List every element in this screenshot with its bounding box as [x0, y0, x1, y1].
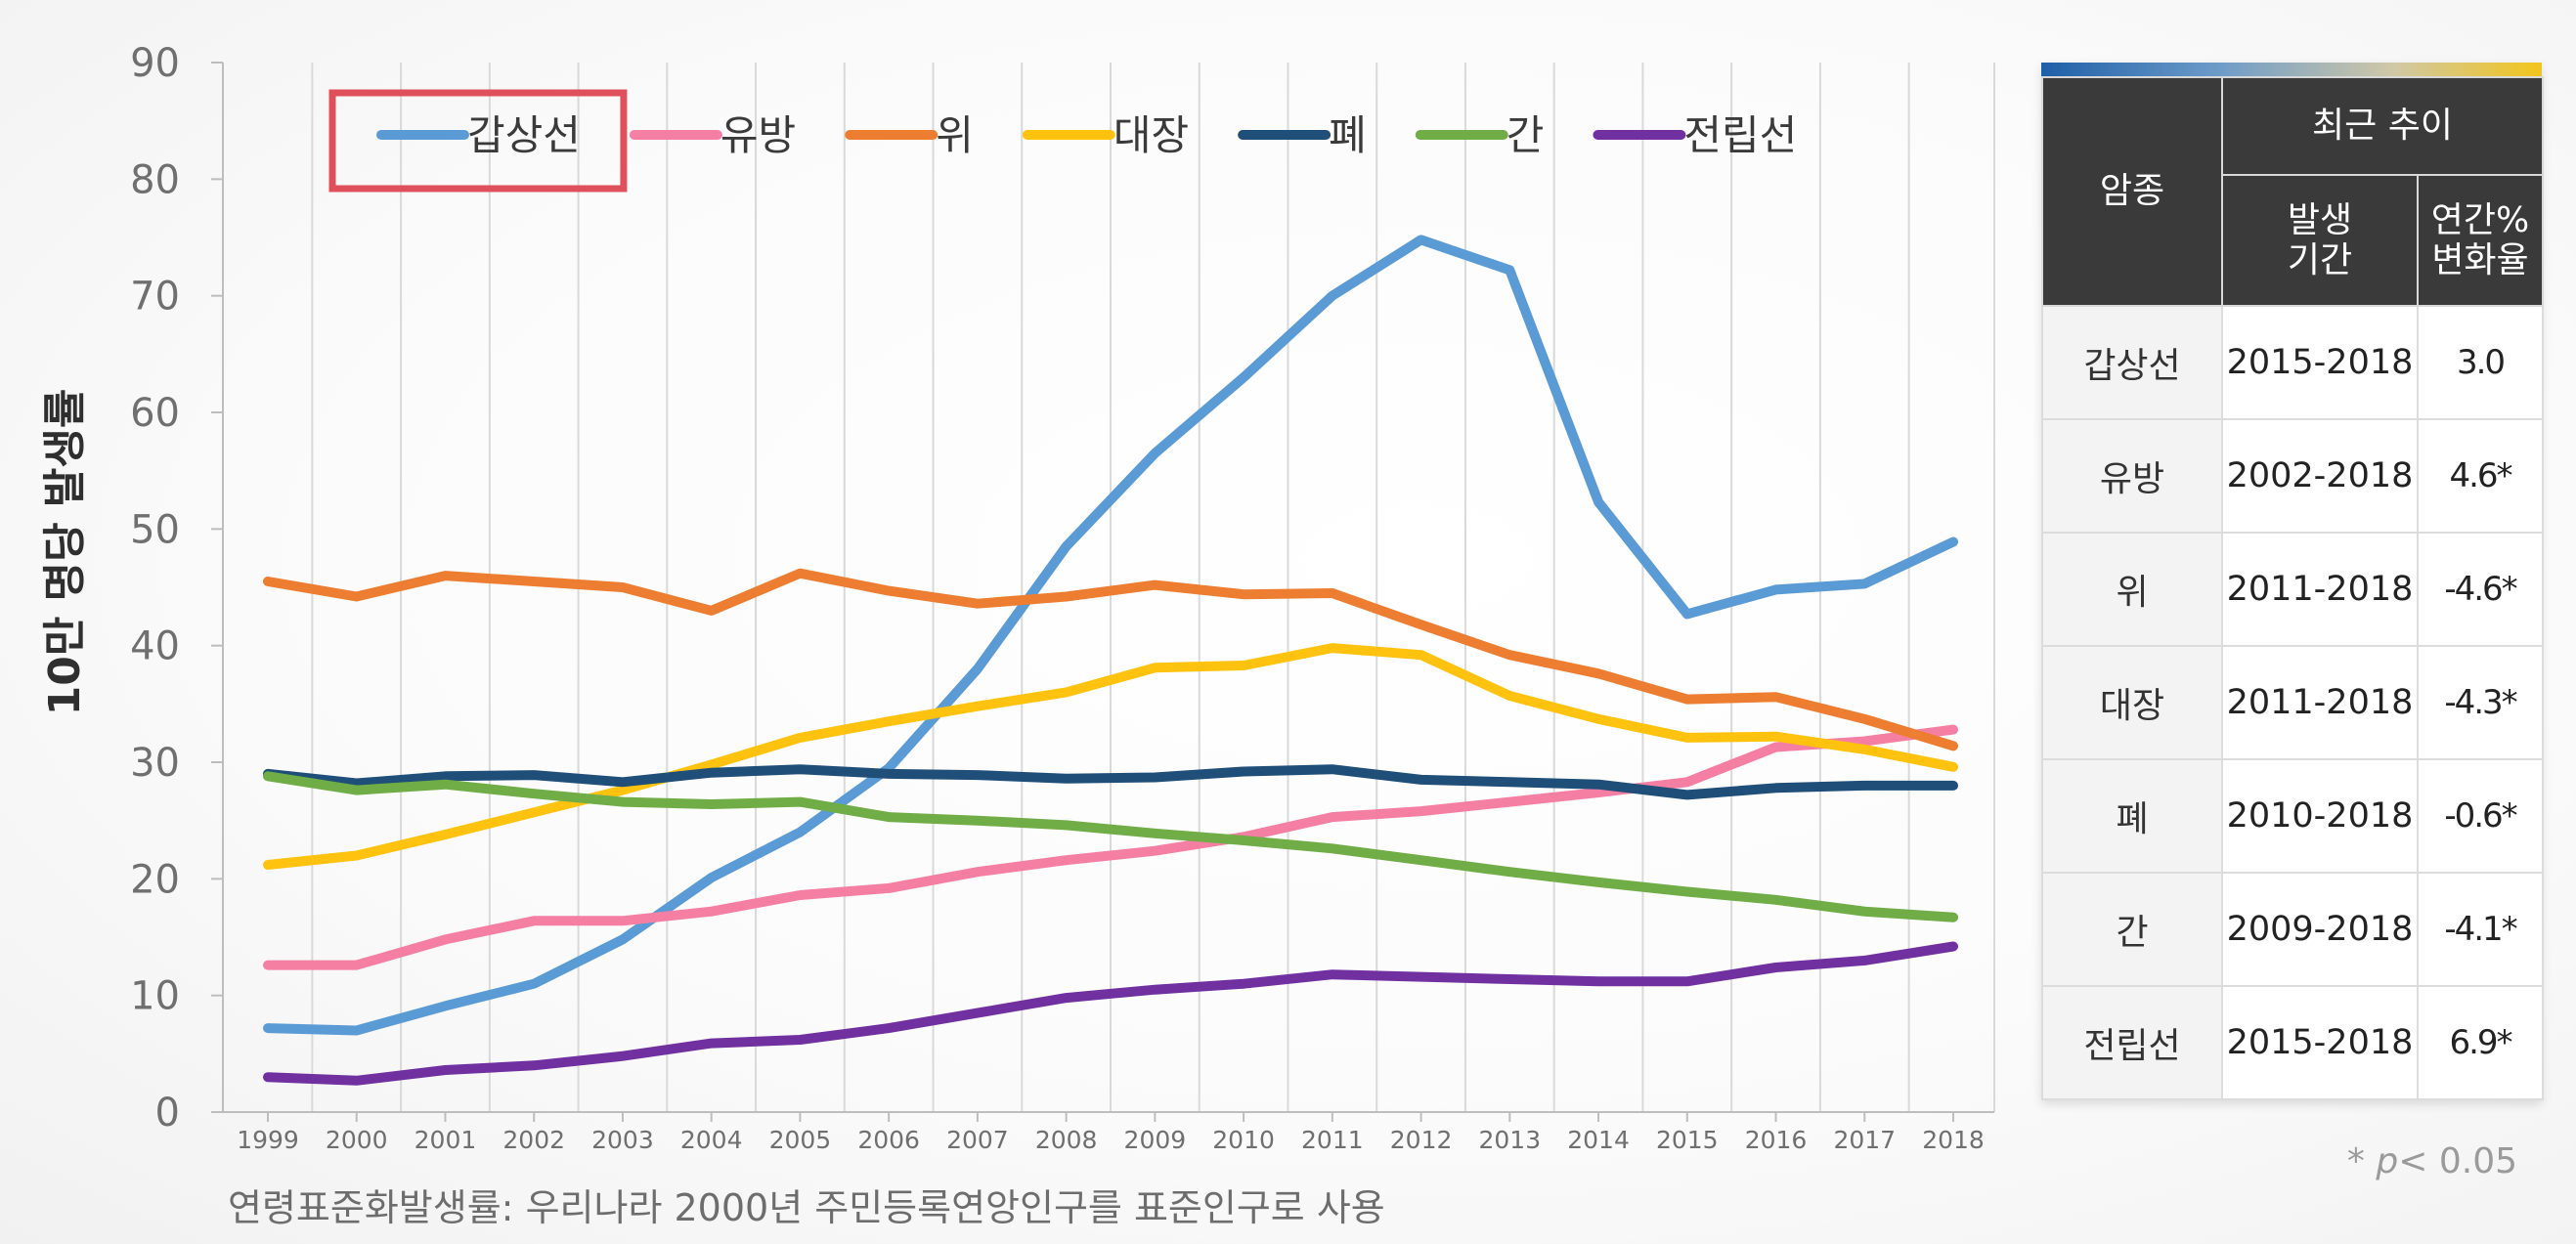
legend: 갑상선 유방 위 대장 폐 간 전립선: [328, 89, 1797, 193]
footnote: 연령표준화발생률: 우리나라 2000년 주민등록연앙인구를 표준인구로 사용: [228, 1186, 1385, 1229]
header-apc-line2: 변화율: [2431, 240, 2529, 280]
header-period-line1: 발생: [2287, 199, 2353, 240]
y-tick-label: 80: [130, 157, 180, 202]
legend-label: 전립선: [1683, 111, 1797, 159]
x-tick-label: 2008: [1035, 1126, 1098, 1154]
x-tick-label: 2016: [1745, 1126, 1808, 1154]
x-tick-label: 2017: [1833, 1126, 1896, 1154]
row-cancer-type: 폐: [2041, 758, 2223, 874]
y-tick-label: 90: [130, 41, 180, 86]
y-tick-label: 10: [130, 974, 180, 1019]
y-tick-label: 60: [130, 391, 180, 436]
y-tick-label: 0: [155, 1091, 180, 1136]
legend-highlight-box: [328, 89, 628, 193]
y-tick-label: 70: [130, 275, 180, 320]
row-period: 2002-2018: [2221, 418, 2419, 534]
row-cancer-type: 갑상선: [2041, 305, 2223, 420]
x-tick-label: 2013: [1479, 1126, 1542, 1154]
x-tick-label: 2010: [1212, 1126, 1275, 1154]
table-row: 위 2011-2018 -4.6*: [2041, 532, 2544, 647]
x-tick-label: 2002: [502, 1126, 565, 1154]
x-tick-label: 2000: [326, 1126, 388, 1154]
x-tick-label: 2018: [1922, 1126, 1985, 1154]
axes: [222, 63, 1994, 1113]
x-tick-label: 2009: [1124, 1126, 1187, 1154]
x-tick-label: 2004: [680, 1126, 743, 1154]
line-chart: 0 10 20 30 40 50 60 70 80 90 1999 2000 2001 2002 2003…: [130, 41, 1995, 1154]
series-line-폐: [263, 764, 1958, 800]
row-period: 2015-2018: [2221, 305, 2419, 420]
x-tick-label: 2001: [415, 1126, 477, 1154]
x-tick-label: 2006: [857, 1126, 920, 1154]
header-cancer-type: 암종: [2041, 76, 2223, 307]
table-row: 유방 2002-2018 4.6*: [2041, 418, 2544, 534]
y-tick-label: 50: [130, 507, 180, 552]
table-row: 폐 2010-2018 -0.6*: [2041, 758, 2544, 874]
row-cancer-type: 대장: [2041, 645, 2223, 760]
y-tick-label: 30: [130, 741, 180, 786]
table-row: 전립선 2015-2018 6.9*: [2041, 985, 2544, 1100]
row-apc: 4.6*: [2417, 418, 2544, 534]
legend-label: 갑상선: [467, 111, 581, 159]
x-tick-label: 2015: [1656, 1126, 1719, 1154]
series-lines: [263, 235, 1958, 1086]
legend-label: 대장: [1113, 111, 1189, 159]
y-tick-label: 40: [130, 624, 180, 669]
row-cancer-type: 위: [2041, 532, 2223, 647]
header-apc: 연간% 변화율: [2417, 174, 2544, 307]
trend-table: 암종 최근 추이 발생 기간 연간% 변화율 갑상선 2: [2041, 76, 2544, 1100]
x-tick-label: 2012: [1390, 1126, 1453, 1154]
row-apc: -4.3*: [2417, 645, 2544, 760]
row-apc: -0.6*: [2417, 758, 2544, 874]
legend-label: 유방: [720, 111, 796, 159]
p-note-rest: < 0.05: [2398, 1141, 2517, 1181]
row-apc: -4.1*: [2417, 872, 2544, 987]
row-cancer-type: 간: [2041, 872, 2223, 987]
grid-lines: [222, 63, 1995, 1112]
table-row: 간 2009-2018 -4.1*: [2041, 872, 2544, 987]
header-apc-line1: 연간%: [2430, 199, 2530, 240]
y-tick-labels: 0 10 20 30 40 50 60 70 80 90: [130, 41, 223, 1136]
x-tick-label: 2014: [1567, 1126, 1630, 1154]
row-period: 2010-2018: [2221, 758, 2419, 874]
row-period: 2009-2018: [2221, 872, 2419, 987]
x-tick-label: 2007: [946, 1126, 1009, 1154]
table-top-accent-bar: [2041, 63, 2542, 76]
legend-label: 폐: [1329, 111, 1367, 159]
series-line-간: [263, 771, 1958, 922]
series-line-갑상선: [263, 235, 1958, 1036]
series-line-전립선: [263, 941, 1958, 1086]
table-row: 갑상선 2015-2018 3.0: [2041, 305, 2544, 420]
x-tick-label: 1999: [237, 1126, 299, 1154]
row-period: 2011-2018: [2221, 532, 2419, 647]
row-period: 2015-2018: [2221, 985, 2419, 1100]
p-value-note: * p< 0.05: [2347, 1141, 2517, 1181]
series-line-유방: [263, 724, 1958, 970]
table-row: 대장 2011-2018 -4.3*: [2041, 645, 2544, 760]
row-apc: -4.6*: [2417, 532, 2544, 647]
x-tick-label: 2005: [769, 1126, 832, 1154]
row-period: 2011-2018: [2221, 645, 2419, 760]
series-line-위: [263, 568, 1958, 751]
row-cancer-type: 전립선: [2041, 985, 2223, 1100]
y-axis-label: 10만 명당 발생률: [40, 388, 90, 716]
row-apc: 3.0: [2417, 305, 2544, 420]
x-tick-label: 2011: [1301, 1126, 1364, 1154]
row-cancer-type: 유방: [2041, 418, 2223, 534]
header-period: 발생 기간: [2221, 174, 2419, 307]
header-recent-trend: 최근 추이: [2221, 76, 2544, 176]
legend-label: 간: [1506, 111, 1545, 159]
x-tick-labels: 1999 2000 2001 2002 2003 2004 2005 2006 2007 2008…: [237, 1112, 1985, 1154]
header-period-line2: 기간: [2287, 240, 2353, 280]
series-line-대장: [263, 643, 1958, 870]
y-tick-label: 20: [130, 857, 180, 902]
trend-table-panel: 암종 최근 추이 발생 기간 연간% 변화율 갑상선 2: [2041, 63, 2544, 1100]
row-apc: 6.9*: [2417, 985, 2544, 1100]
p-note-prefix: *: [2346, 1141, 2377, 1181]
p-note-p: p: [2376, 1141, 2399, 1181]
legend-label: 위: [936, 111, 974, 159]
x-tick-label: 2003: [591, 1126, 654, 1154]
